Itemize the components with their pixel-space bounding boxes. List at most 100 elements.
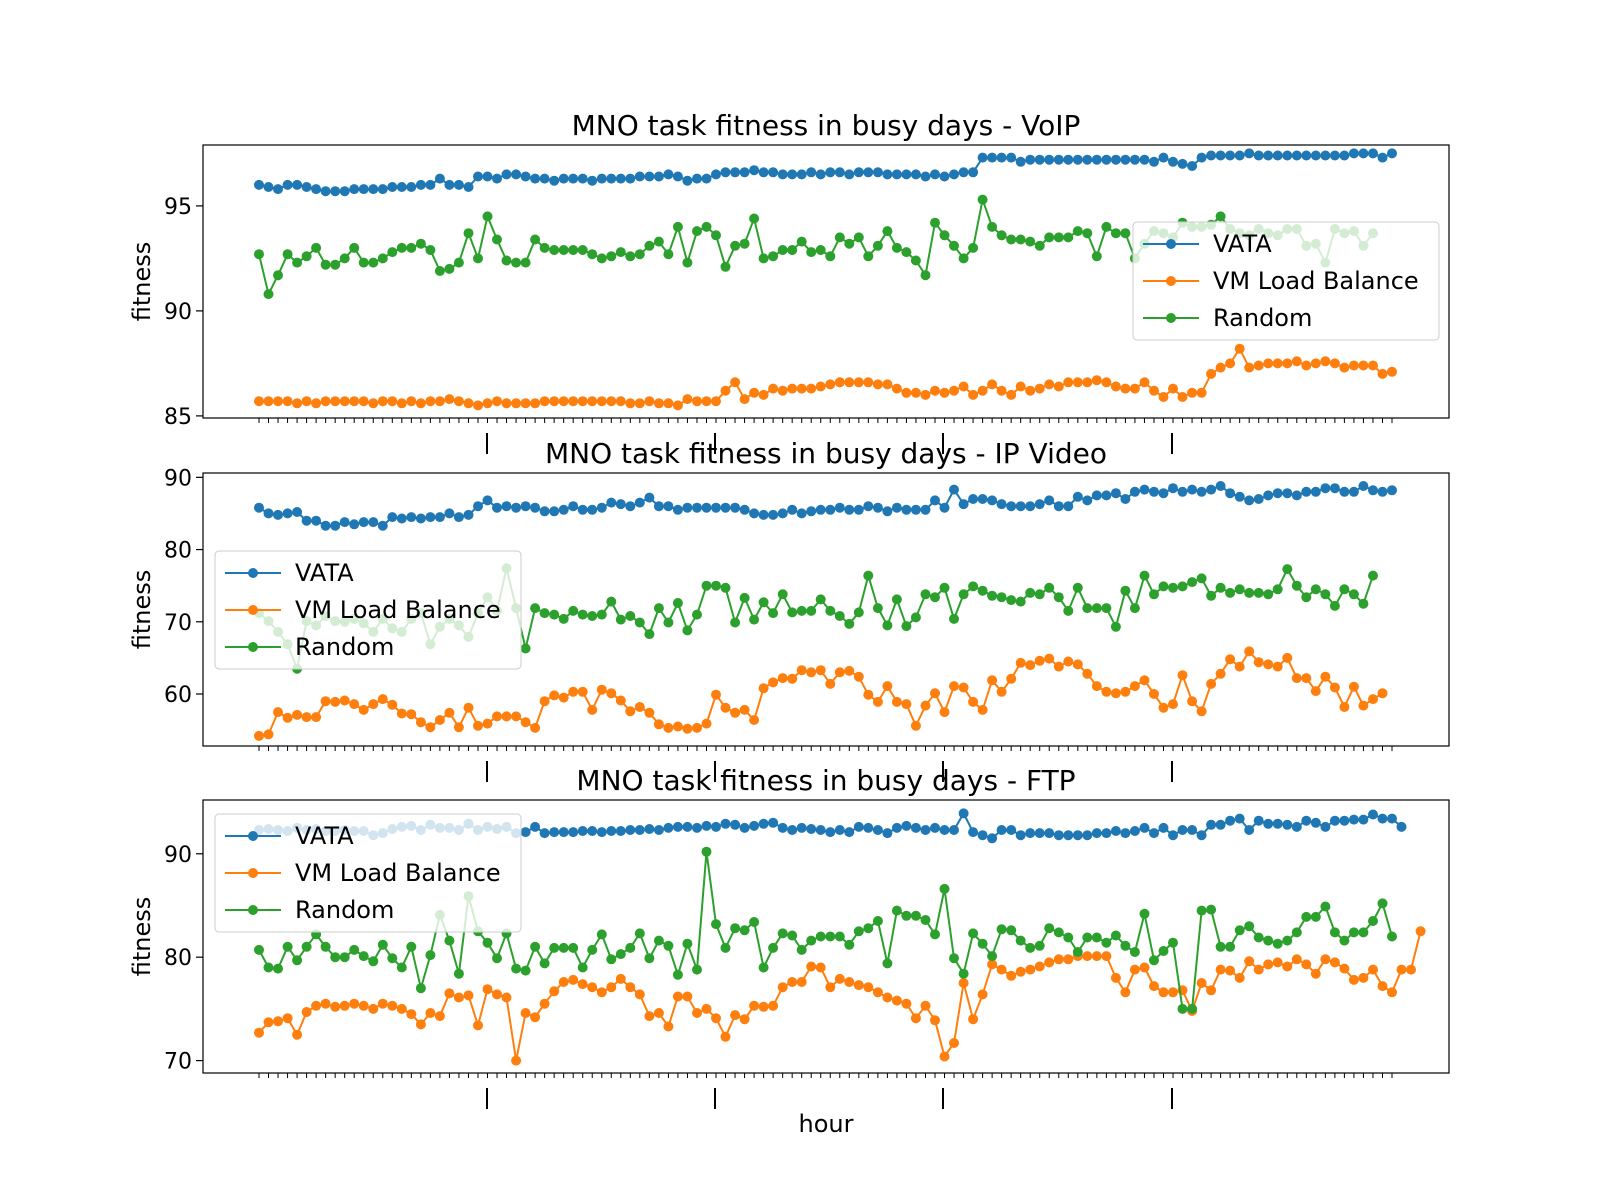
data-point xyxy=(1120,828,1131,839)
data-point xyxy=(1072,830,1083,841)
data-point xyxy=(1196,830,1207,841)
legend-item: VM Load Balance xyxy=(225,596,501,624)
data-point xyxy=(520,398,531,409)
data-point xyxy=(1149,689,1159,699)
data-point xyxy=(634,825,645,835)
data-point xyxy=(282,941,293,952)
data-point xyxy=(482,398,493,409)
data-point xyxy=(358,257,369,268)
data-point xyxy=(444,394,455,405)
data-point xyxy=(311,398,322,409)
data-point xyxy=(701,1003,712,1014)
data-point xyxy=(825,504,836,515)
data-point xyxy=(730,617,741,628)
data-point xyxy=(682,257,693,268)
data-point xyxy=(796,383,807,394)
data-point xyxy=(1149,156,1159,167)
data-point xyxy=(406,941,417,952)
data-point xyxy=(882,828,893,839)
data-point xyxy=(739,238,750,249)
data-point xyxy=(1225,358,1236,369)
data-point xyxy=(596,502,607,513)
data-point xyxy=(653,825,664,835)
legend-item: Random xyxy=(1143,304,1312,332)
data-point xyxy=(853,926,864,937)
data-point xyxy=(1301,150,1312,161)
data-point xyxy=(615,826,626,836)
data-point xyxy=(1368,360,1378,371)
data-point xyxy=(444,508,455,519)
y-tick-label: 95 xyxy=(164,195,192,220)
data-point xyxy=(473,171,483,182)
data-point xyxy=(939,387,950,398)
data-point xyxy=(796,236,807,247)
data-point xyxy=(844,504,855,515)
data-point xyxy=(568,396,579,407)
data-point xyxy=(825,379,836,390)
data-point xyxy=(1168,483,1178,494)
data-point xyxy=(1120,987,1131,998)
data-point xyxy=(1101,686,1112,697)
data-point xyxy=(520,827,531,838)
subplot-2: MNO task fitness in busy days - IP Video… xyxy=(128,437,1450,782)
data-point xyxy=(1387,148,1397,159)
data-point xyxy=(558,396,569,407)
data-point xyxy=(568,605,579,616)
data-point xyxy=(758,389,769,400)
data-point xyxy=(672,221,683,232)
data-point xyxy=(739,592,750,603)
data-point xyxy=(349,184,360,195)
data-point xyxy=(1282,652,1293,663)
data-point xyxy=(577,173,588,184)
data-point xyxy=(1310,686,1321,697)
data-point xyxy=(920,589,931,600)
data-point xyxy=(1091,490,1102,501)
data-point xyxy=(834,232,845,243)
data-point xyxy=(891,905,902,916)
data-point xyxy=(453,257,464,268)
data-point xyxy=(1272,938,1283,949)
data-point xyxy=(425,1008,436,1018)
data-point xyxy=(587,704,598,715)
data-point xyxy=(787,169,798,180)
data-point xyxy=(615,247,626,258)
data-point xyxy=(587,826,598,836)
data-point xyxy=(1377,813,1388,824)
data-point xyxy=(1082,603,1093,614)
data-point xyxy=(672,991,683,1002)
data-point xyxy=(330,520,341,531)
data-point xyxy=(1206,985,1217,996)
data-point xyxy=(1015,966,1026,977)
data-point xyxy=(1329,815,1340,826)
data-point xyxy=(1244,825,1255,835)
data-point xyxy=(1320,589,1331,600)
data-point xyxy=(1187,387,1198,398)
data-point xyxy=(1110,826,1121,836)
data-point xyxy=(463,702,474,713)
data-point xyxy=(682,938,693,949)
data-point xyxy=(530,941,541,952)
data-point xyxy=(568,501,579,512)
data-point xyxy=(1225,488,1236,499)
data-point xyxy=(720,702,731,713)
legend-label: Random xyxy=(295,896,394,924)
data-point xyxy=(806,506,817,517)
data-point xyxy=(682,394,693,405)
data-point xyxy=(1177,486,1188,497)
data-point xyxy=(339,1000,350,1011)
data-point xyxy=(1139,908,1150,919)
data-point xyxy=(891,242,902,253)
data-point xyxy=(273,509,283,520)
data-point xyxy=(644,240,655,251)
data-point xyxy=(882,681,893,692)
data-point xyxy=(968,696,979,707)
data-point xyxy=(987,152,998,163)
data-point xyxy=(968,827,979,838)
data-point xyxy=(958,682,969,693)
data-point xyxy=(1282,564,1293,575)
data-point xyxy=(891,169,902,180)
data-point xyxy=(587,982,598,993)
data-point xyxy=(1168,987,1178,998)
data-point xyxy=(1339,963,1350,974)
data-point xyxy=(1206,150,1217,161)
